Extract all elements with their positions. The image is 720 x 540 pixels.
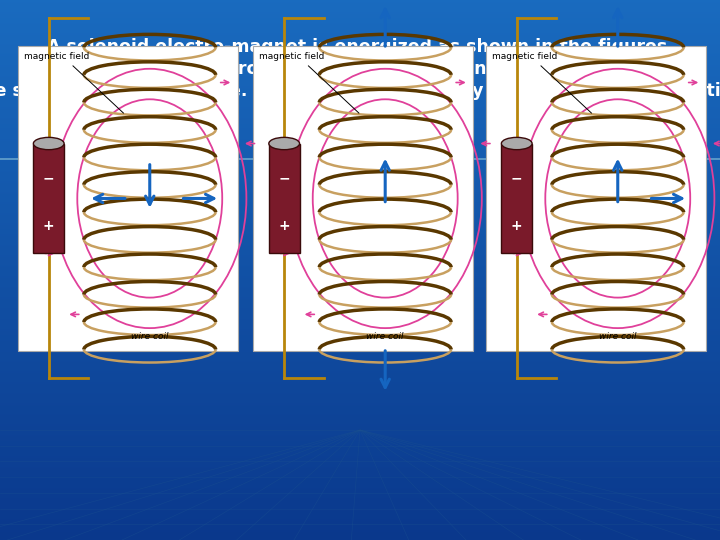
Text: A solenoid electro-magnet is energized as shown in the figures.: A solenoid electro-magnet is energized a… xyxy=(47,38,673,56)
Text: wire coil: wire coil xyxy=(599,332,636,341)
Text: +: + xyxy=(279,219,290,233)
Text: magnetic field: magnetic field xyxy=(492,52,557,61)
Text: +: + xyxy=(43,219,55,233)
Bar xyxy=(33,144,64,253)
Text: magnetic field: magnetic field xyxy=(24,52,89,61)
Text: Since current flows through  wire in the presence of magnetic fields,: Since current flows through wire in the … xyxy=(22,60,698,78)
Ellipse shape xyxy=(33,137,64,150)
Bar xyxy=(253,46,473,351)
Text: magnetic field: magnetic field xyxy=(259,52,325,61)
Ellipse shape xyxy=(501,137,532,150)
Bar xyxy=(486,46,706,351)
Text: wire coil: wire coil xyxy=(131,332,168,341)
Text: +: + xyxy=(511,219,523,233)
Text: the solenoid  will feel force.   Which figure correctly describes the force acti: the solenoid will feel force. Which figu… xyxy=(0,82,720,100)
Bar xyxy=(18,46,238,351)
Text: wire coil: wire coil xyxy=(366,332,404,341)
Text: −: − xyxy=(511,172,523,186)
Text: −: − xyxy=(43,172,55,186)
Text: on the solenoid?: on the solenoid? xyxy=(279,104,441,122)
Ellipse shape xyxy=(269,137,300,150)
Text: −: − xyxy=(279,172,290,186)
Bar xyxy=(269,144,300,253)
Bar xyxy=(501,144,532,253)
